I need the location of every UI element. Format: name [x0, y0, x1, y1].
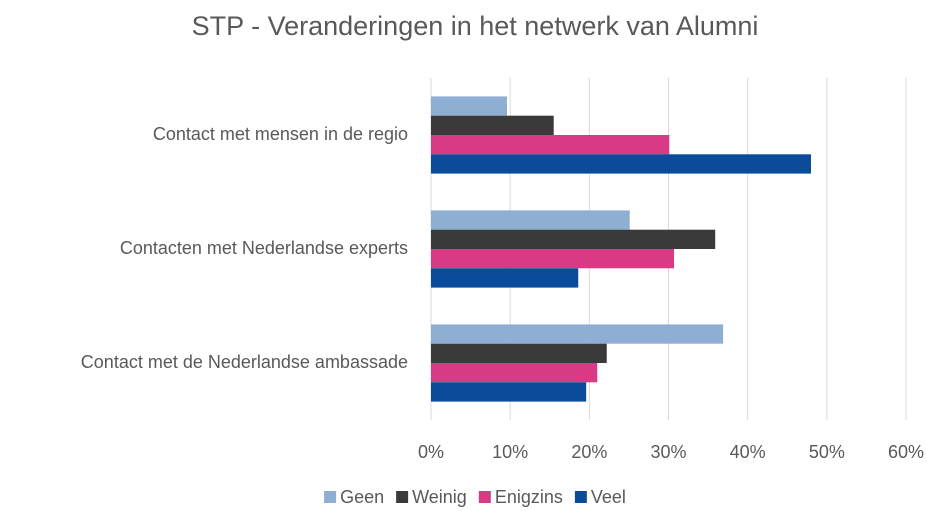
bar [431, 96, 507, 116]
bar [431, 268, 579, 288]
legend-label: Veel [591, 487, 626, 507]
x-tick-label: 20% [571, 442, 607, 462]
bar [431, 154, 811, 174]
x-tick-label: 0% [418, 442, 444, 462]
legend-swatch [396, 491, 409, 503]
legend-label: Geen [340, 487, 384, 507]
bar [431, 249, 675, 269]
x-tick-label: 10% [492, 442, 528, 462]
legend-swatch [478, 491, 491, 503]
legend-label: Weinig [412, 487, 467, 507]
bar [431, 115, 554, 135]
x-tick-label: 50% [809, 442, 845, 462]
legend-label: Enigzins [495, 487, 563, 507]
bar [431, 210, 630, 230]
y-tick-label: Contact met mensen in de regio [153, 124, 408, 144]
y-tick-label: Contacten met Nederlandse experts [120, 238, 408, 258]
legend-swatch [324, 491, 337, 503]
legend-swatch [574, 491, 587, 503]
x-tick-label: 30% [650, 442, 686, 462]
x-tick-label: 60% [888, 442, 924, 462]
bar [431, 324, 724, 344]
y-tick-label: Contact met de Nederlandse ambassade [81, 352, 408, 372]
bar [431, 229, 716, 249]
bar [431, 135, 670, 155]
bar [431, 382, 587, 402]
bar [431, 343, 607, 363]
x-tick-label: 40% [730, 442, 766, 462]
bar [431, 363, 598, 383]
chart-title: STP - Veranderingen in het netwerk van A… [192, 11, 759, 41]
